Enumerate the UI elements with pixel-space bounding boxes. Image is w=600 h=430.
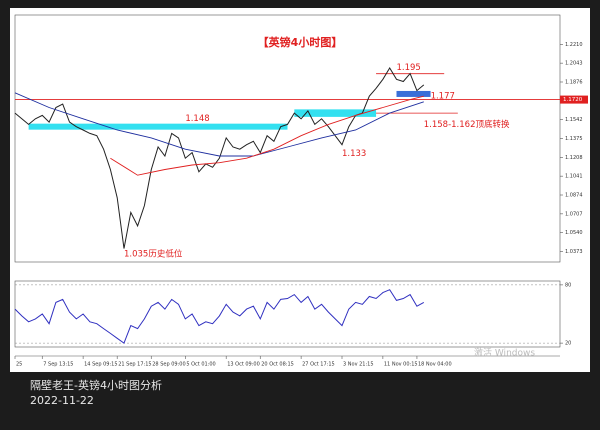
chart-panel (10, 8, 590, 372)
y-tick-label: 1.0707 (565, 211, 583, 217)
y-tick-label: 1.2210 (565, 42, 583, 48)
price-tag-label: 1.1720 (563, 97, 583, 103)
x-tick-label: 13 Oct 09:00 (227, 362, 260, 368)
x-tick-label: 25 (16, 362, 22, 368)
level-label: 1.158-1.162顶底转换 (424, 119, 510, 130)
series-line (14, 92, 424, 157)
y-tick-label: 1.1041 (565, 174, 583, 180)
price-tag (560, 95, 588, 104)
y-tick-label: 80 (565, 282, 571, 288)
y-tick-label: 1.1375 (565, 136, 583, 142)
x-tick-label: 11 Nov 00:15 (384, 362, 418, 368)
chart-title: 【英镑4小时图】 (258, 35, 343, 49)
x-tick-label: 3 Nov 21:15 (343, 362, 374, 368)
y-tick-label: 1.1208 (565, 155, 583, 161)
watermark: 激活 Windows (474, 347, 535, 359)
x-tick-label: 28 Sep 09:00 (152, 362, 185, 368)
x-tick-label: 14 Sep 09:15 (84, 362, 117, 368)
level-band (294, 109, 377, 117)
caption-title: 隔壁老王-英镑4小时图分析 (30, 378, 162, 392)
x-tick-label: 21 Sep 17:15 (118, 362, 151, 368)
x-tick-label: 7 Sep 13:15 (43, 362, 73, 368)
level-label: 1.133 (342, 149, 366, 159)
level-band (396, 90, 431, 97)
series-line (110, 95, 424, 176)
y-tick-label: 1.0373 (565, 249, 583, 255)
level-label: 1.035历史低位 (124, 249, 183, 260)
caption-date: 2022-11-22 (30, 394, 94, 407)
level-band (28, 123, 288, 130)
level-label: 1.195 (397, 63, 421, 73)
x-tick-label: 18 Nov 04:00 (418, 362, 452, 368)
series-line (14, 289, 425, 344)
y-tick-label: 1.0874 (565, 193, 583, 199)
y-tick-label: 1.0540 (565, 230, 583, 236)
y-tick-label: 1.1542 (565, 117, 583, 123)
x-tick-label: 5 Oct 01:00 (186, 362, 215, 368)
level-label: 1.177 (431, 91, 455, 101)
y-tick-label: 20 (565, 341, 571, 347)
y-tick-label: 1.1876 (565, 79, 583, 85)
rsi-frame (14, 280, 561, 348)
level-label: 1.148 (185, 114, 209, 124)
x-tick-label: 27 Oct 17:15 (302, 362, 335, 368)
y-tick-label: 1.2043 (565, 61, 583, 67)
x-tick-label: 20 Oct 08:15 (261, 362, 294, 368)
